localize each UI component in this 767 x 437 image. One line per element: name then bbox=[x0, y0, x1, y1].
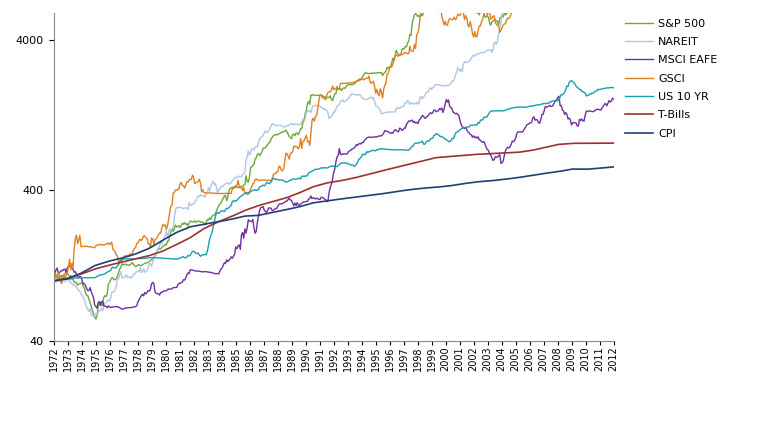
MSCI EAFE bbox=[49, 278, 58, 284]
US 10 YR bbox=[567, 78, 576, 83]
MSCI EAFE bbox=[117, 307, 127, 312]
US 10 YR bbox=[609, 85, 618, 90]
T-Bills bbox=[225, 215, 235, 220]
Legend: S&P 500, NAREIT, MSCI EAFE, GSCI, US 10 YR, T-Bills, CPI: S&P 500, NAREIT, MSCI EAFE, GSCI, US 10 … bbox=[625, 19, 717, 139]
MSCI EAFE bbox=[449, 110, 458, 115]
Line: CPI: CPI bbox=[54, 167, 614, 281]
CPI bbox=[600, 165, 609, 170]
S&P 500 bbox=[91, 316, 100, 322]
CPI bbox=[609, 164, 618, 170]
T-Bills bbox=[609, 141, 618, 146]
NAREIT bbox=[226, 180, 235, 185]
T-Bills bbox=[197, 228, 206, 233]
Line: NAREIT: NAREIT bbox=[54, 0, 614, 316]
CPI bbox=[225, 217, 235, 222]
NAREIT bbox=[574, 0, 584, 3]
S&P 500 bbox=[574, 2, 583, 7]
NAREIT bbox=[449, 78, 458, 83]
MSCI EAFE bbox=[544, 104, 553, 109]
Line: US 10 YR: US 10 YR bbox=[54, 81, 614, 281]
S&P 500 bbox=[198, 220, 207, 225]
S&P 500 bbox=[49, 278, 58, 284]
CPI bbox=[543, 170, 552, 176]
Line: T-Bills: T-Bills bbox=[54, 143, 614, 281]
Line: S&P 500: S&P 500 bbox=[54, 0, 614, 319]
NAREIT bbox=[198, 193, 207, 198]
Line: GSCI: GSCI bbox=[54, 0, 614, 284]
Line: MSCI EAFE: MSCI EAFE bbox=[54, 96, 614, 309]
T-Bills bbox=[543, 144, 552, 149]
T-Bills bbox=[573, 141, 582, 146]
GSCI bbox=[449, 17, 458, 22]
US 10 YR bbox=[49, 278, 58, 284]
CPI bbox=[573, 166, 582, 172]
MSCI EAFE bbox=[198, 269, 207, 274]
MSCI EAFE bbox=[609, 97, 618, 102]
US 10 YR bbox=[225, 204, 235, 209]
T-Bills bbox=[600, 141, 609, 146]
CPI bbox=[49, 278, 58, 284]
MSCI EAFE bbox=[555, 94, 564, 99]
NAREIT bbox=[89, 314, 98, 319]
CPI bbox=[447, 183, 456, 188]
T-Bills bbox=[447, 154, 456, 159]
T-Bills bbox=[49, 278, 58, 284]
US 10 YR bbox=[543, 101, 552, 106]
GSCI bbox=[57, 281, 66, 286]
US 10 YR bbox=[574, 86, 583, 91]
CPI bbox=[197, 222, 206, 227]
S&P 500 bbox=[226, 185, 235, 190]
GSCI bbox=[226, 191, 235, 196]
MSCI EAFE bbox=[602, 103, 611, 108]
GSCI bbox=[198, 187, 207, 192]
US 10 YR bbox=[601, 86, 611, 91]
US 10 YR bbox=[447, 136, 456, 141]
MSCI EAFE bbox=[574, 117, 584, 122]
MSCI EAFE bbox=[226, 254, 235, 260]
GSCI bbox=[49, 278, 58, 284]
NAREIT bbox=[49, 278, 58, 284]
US 10 YR bbox=[197, 253, 206, 258]
